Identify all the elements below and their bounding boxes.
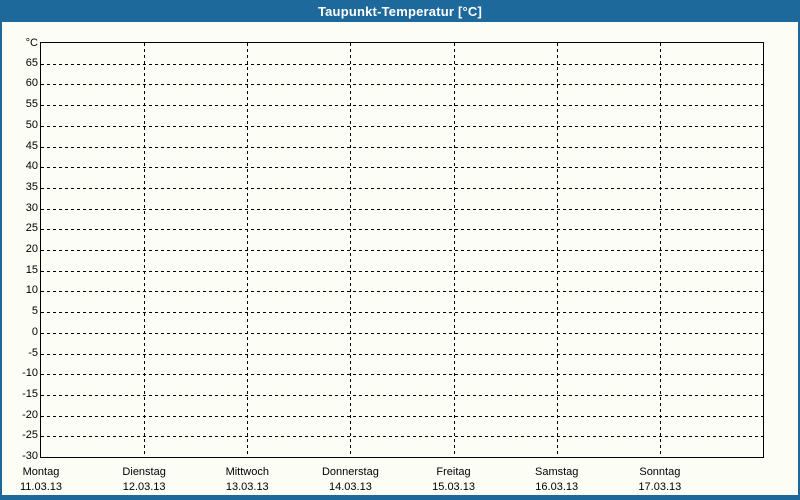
h-gridline [41, 228, 763, 230]
h-gridline [41, 311, 763, 313]
x-date-label: 17.03.13 [638, 481, 682, 493]
x-axis-label: Freitag 15.03.13 [432, 465, 475, 494]
x-day-label: Samstag [534, 466, 579, 478]
v-gridline [349, 43, 351, 457]
x-day-label: Montag [22, 466, 60, 478]
v-gridline [453, 43, 455, 457]
h-gridline [41, 435, 763, 437]
x-date-label: 11.03.13 [19, 481, 63, 493]
y-tick-label: 50 [25, 118, 38, 131]
y-tick-label: 5 [31, 305, 38, 318]
h-gridline [41, 187, 763, 189]
h-gridline [41, 353, 763, 355]
x-day-label: Donnerstag [321, 466, 379, 478]
x-day-label: Mittwoch [225, 466, 269, 478]
h-gridline [41, 63, 763, 65]
y-tick-label: 35 [25, 180, 38, 193]
y-tick-label: 20 [25, 243, 38, 255]
y-tick-label: 15 [25, 263, 38, 276]
h-gridline [41, 104, 763, 106]
y-tick-label: -10 [22, 367, 38, 380]
y-tick-label: 65 [25, 56, 38, 69]
x-day-label: Dienstag [122, 466, 166, 478]
x-axis-label: Donnerstag 14.03.13 [322, 465, 379, 494]
h-gridline [41, 83, 763, 85]
x-date-label: 13.03.13 [225, 481, 269, 493]
x-axis-label: Mittwoch 13.03.13 [226, 465, 269, 494]
chart-region: °C 65 60 55 50 45 40 35 30 25 20 15 10 5 0 -5 -10 -15 -20… [2, 22, 798, 495]
y-tick-label: 55 [25, 98, 38, 111]
y-tick-label: -20 [22, 408, 38, 421]
x-day-label: Sonntag [639, 466, 681, 478]
title-bar: Taupunkt-Temperatur [°C] [2, 0, 798, 22]
y-axis-unit-label: °C [25, 37, 38, 49]
y-tick-label: -30 [22, 450, 38, 462]
y-axis-labels: °C 65 60 55 50 45 40 35 30 25 20 15 10 5 0 -5 -10 -15 -20… [2, 22, 38, 495]
chart-title: Taupunkt-Temperatur [°C] [317, 3, 483, 19]
h-gridline [41, 290, 763, 292]
v-gridline [143, 43, 145, 457]
h-gridline [41, 332, 763, 334]
h-gridline [41, 394, 763, 396]
x-date-label: 12.03.13 [122, 481, 166, 493]
h-gridline [41, 166, 763, 168]
y-tick-label: -5 [28, 346, 38, 359]
y-tick-label: -15 [22, 387, 38, 400]
x-day-label: Freitag [436, 466, 471, 478]
y-tick-label: 60 [25, 77, 38, 90]
y-tick-label: 25 [25, 222, 38, 235]
v-gridline [659, 43, 661, 457]
x-axis-label: Montag 11.03.13 [20, 465, 62, 494]
h-gridline [41, 208, 763, 210]
h-gridline [41, 270, 763, 272]
h-gridline [41, 373, 763, 375]
y-tick-label: 30 [25, 201, 38, 214]
v-gridline [246, 43, 248, 457]
x-date-label: 14.03.13 [329, 481, 372, 493]
h-gridline [41, 415, 763, 417]
v-gridline [556, 43, 558, 457]
y-tick-label: 0 [31, 325, 38, 338]
x-axis-labels: Montag 11.03.13 Dienstag 12.03.13 Mittwoch 13… [20, 22, 765, 495]
y-tick-label: 45 [25, 139, 38, 152]
y-tick-label: 40 [25, 160, 38, 173]
h-gridline [41, 125, 763, 127]
h-gridline [41, 146, 763, 148]
y-tick-label: 10 [25, 284, 38, 297]
y-tick-label: -25 [22, 429, 38, 442]
plot-area [40, 42, 764, 458]
h-gridline [41, 249, 763, 251]
x-axis-label: Dienstag 12.03.13 [122, 465, 165, 494]
x-date-label: 15.03.13 [432, 481, 475, 493]
x-axis-label: Samstag 16.03.13 [535, 465, 578, 494]
x-date-label: 16.03.13 [535, 481, 579, 493]
x-axis-label: Sonntag 17.03.13 [638, 465, 681, 494]
